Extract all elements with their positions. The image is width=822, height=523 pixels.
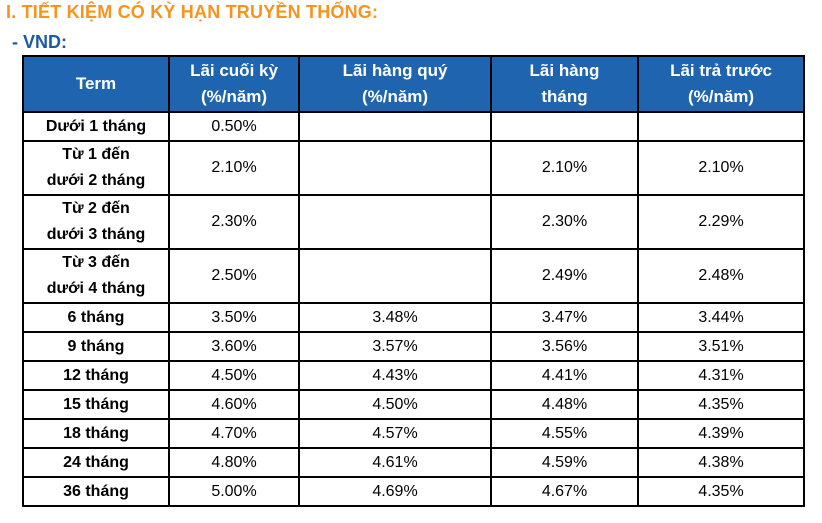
- quarterly-rate: [298, 111, 492, 142]
- interest-rate-table: Term Lãi cuối kỳ (%/năm) Lãi hàng quý (%…: [22, 55, 805, 507]
- quarterly-rate: 4.61%: [298, 447, 492, 478]
- term-cell: 6 tháng: [22, 302, 170, 333]
- monthly-rate: [490, 111, 639, 142]
- term-label-line2: dưới 2 tháng: [46, 172, 146, 189]
- table-row: 15 tháng 4.60% 4.50% 4.48% 4.35%: [22, 389, 805, 420]
- upfront-rate: 2.29%: [637, 194, 805, 250]
- term-label: 12 tháng: [63, 366, 129, 384]
- upfront-rate: 2.48%: [637, 248, 805, 304]
- end-of-term-rate: 5.00%: [168, 476, 300, 507]
- term-label: 15 tháng: [63, 395, 129, 413]
- header-quarterly-line1: Lãi hàng quý: [342, 61, 448, 80]
- table-row: 24 tháng 4.80% 4.61% 4.59% 4.38%: [22, 447, 805, 478]
- monthly-rate: 2.10%: [490, 140, 639, 196]
- monthly-rate: 4.55%: [490, 418, 639, 449]
- monthly-rate: 2.49%: [490, 248, 639, 304]
- quarterly-rate: 4.69%: [298, 476, 492, 507]
- header-upfront-line1: Lãi trả trước: [670, 61, 772, 80]
- upfront-rate: 4.38%: [637, 447, 805, 478]
- monthly-rate: 2.30%: [490, 194, 639, 250]
- table-row: 12 tháng 4.50% 4.43% 4.41% 4.31%: [22, 360, 805, 391]
- header-end-of-term-line2: (%/năm): [200, 87, 268, 106]
- table-row: 9 tháng 3.60% 3.57% 3.56% 3.51%: [22, 331, 805, 362]
- term-label-line1: Từ 3 đến: [62, 254, 130, 271]
- end-of-term-rate: 2.30%: [168, 194, 300, 250]
- term-cell: 9 tháng: [22, 331, 170, 362]
- upfront-rate: 4.35%: [637, 389, 805, 420]
- term-label-line2: dưới 3 tháng: [46, 226, 146, 243]
- term-cell: 18 tháng: [22, 418, 170, 449]
- term-cell: Từ 1 đến dưới 2 tháng: [22, 140, 170, 196]
- term-cell: Từ 2 đến dưới 3 tháng: [22, 194, 170, 250]
- end-of-term-rate: 4.50%: [168, 360, 300, 391]
- end-of-term-rate: 0.50%: [168, 111, 300, 142]
- table-row: Từ 2 đến dưới 3 tháng 2.30% 2.30% 2.29%: [22, 194, 805, 250]
- table-header-row: Term Lãi cuối kỳ (%/năm) Lãi hàng quý (%…: [22, 55, 805, 113]
- end-of-term-rate: 3.60%: [168, 331, 300, 362]
- upfront-rate: [637, 111, 805, 142]
- header-term: Term: [22, 55, 170, 113]
- quarterly-rate: 4.43%: [298, 360, 492, 391]
- table-row: Dưới 1 tháng 0.50%: [22, 111, 805, 142]
- end-of-term-rate: 2.10%: [168, 140, 300, 196]
- currency-title: - VND:: [12, 32, 67, 52]
- header-monthly-line1: Lãi hàng: [529, 61, 600, 80]
- table-row: 36 tháng 5.00% 4.69% 4.67% 4.35%: [22, 476, 805, 507]
- term-label: 9 tháng: [67, 337, 125, 355]
- monthly-rate: 4.59%: [490, 447, 639, 478]
- upfront-rate: 4.31%: [637, 360, 805, 391]
- term-cell: Dưới 1 tháng: [22, 111, 170, 142]
- monthly-rate: 3.56%: [490, 331, 639, 362]
- table-row: 6 tháng 3.50% 3.48% 3.47% 3.44%: [22, 302, 805, 333]
- upfront-rate: 3.44%: [637, 302, 805, 333]
- monthly-rate: 4.41%: [490, 360, 639, 391]
- table-row: Từ 1 đến dưới 2 tháng 2.10% 2.10% 2.10%: [22, 140, 805, 196]
- upfront-rate: 2.10%: [637, 140, 805, 196]
- quarterly-rate: 4.50%: [298, 389, 492, 420]
- quarterly-rate: 4.57%: [298, 418, 492, 449]
- end-of-term-rate: 4.60%: [168, 389, 300, 420]
- end-of-term-rate: 4.70%: [168, 418, 300, 449]
- term-label: Dưới 1 tháng: [45, 117, 147, 135]
- upfront-rate: 4.39%: [637, 418, 805, 449]
- quarterly-rate: [298, 248, 492, 304]
- term-cell: Từ 3 đến dưới 4 tháng: [22, 248, 170, 304]
- term-cell: 36 tháng: [22, 476, 170, 507]
- header-quarterly-line2: (%/năm): [361, 87, 429, 106]
- end-of-term-rate: 2.50%: [168, 248, 300, 304]
- end-of-term-rate: 3.50%: [168, 302, 300, 333]
- header-term-label: Term: [75, 74, 117, 93]
- term-label: 36 tháng: [63, 482, 129, 500]
- term-label: 24 tháng: [63, 453, 129, 471]
- monthly-rate: 4.67%: [490, 476, 639, 507]
- header-upfront-line2: (%/năm): [687, 87, 755, 106]
- quarterly-rate: 3.57%: [298, 331, 492, 362]
- term-label-line1: Từ 1 đến: [62, 146, 130, 163]
- header-upfront: Lãi trả trước (%/năm): [637, 55, 805, 113]
- section-title: I. TIẾT KIỆM CÓ KỲ HẠN TRUYỀN THỐNG:: [6, 2, 379, 22]
- quarterly-rate: [298, 140, 492, 196]
- upfront-rate: 3.51%: [637, 331, 805, 362]
- term-cell: 15 tháng: [22, 389, 170, 420]
- header-monthly-line2: tháng: [541, 87, 588, 106]
- header-end-of-term-line1: Lãi cuối kỳ: [190, 61, 278, 80]
- term-label: 18 tháng: [63, 424, 129, 442]
- monthly-rate: 3.47%: [490, 302, 639, 333]
- monthly-rate: 4.48%: [490, 389, 639, 420]
- table-row: 18 tháng 4.70% 4.57% 4.55% 4.39%: [22, 418, 805, 449]
- term-label: 6 tháng: [67, 308, 125, 326]
- quarterly-rate: [298, 194, 492, 250]
- term-label-line1: Từ 2 đến: [62, 200, 130, 217]
- table-row: Từ 3 đến dưới 4 tháng 2.50% 2.49% 2.48%: [22, 248, 805, 304]
- term-cell: 12 tháng: [22, 360, 170, 391]
- header-quarterly: Lãi hàng quý (%/năm): [298, 55, 492, 113]
- header-monthly: Lãi hàng tháng: [490, 55, 639, 113]
- term-cell: 24 tháng: [22, 447, 170, 478]
- term-label-line2: dưới 4 tháng: [46, 280, 146, 297]
- upfront-rate: 4.35%: [637, 476, 805, 507]
- header-end-of-term: Lãi cuối kỳ (%/năm): [168, 55, 300, 113]
- end-of-term-rate: 4.80%: [168, 447, 300, 478]
- quarterly-rate: 3.48%: [298, 302, 492, 333]
